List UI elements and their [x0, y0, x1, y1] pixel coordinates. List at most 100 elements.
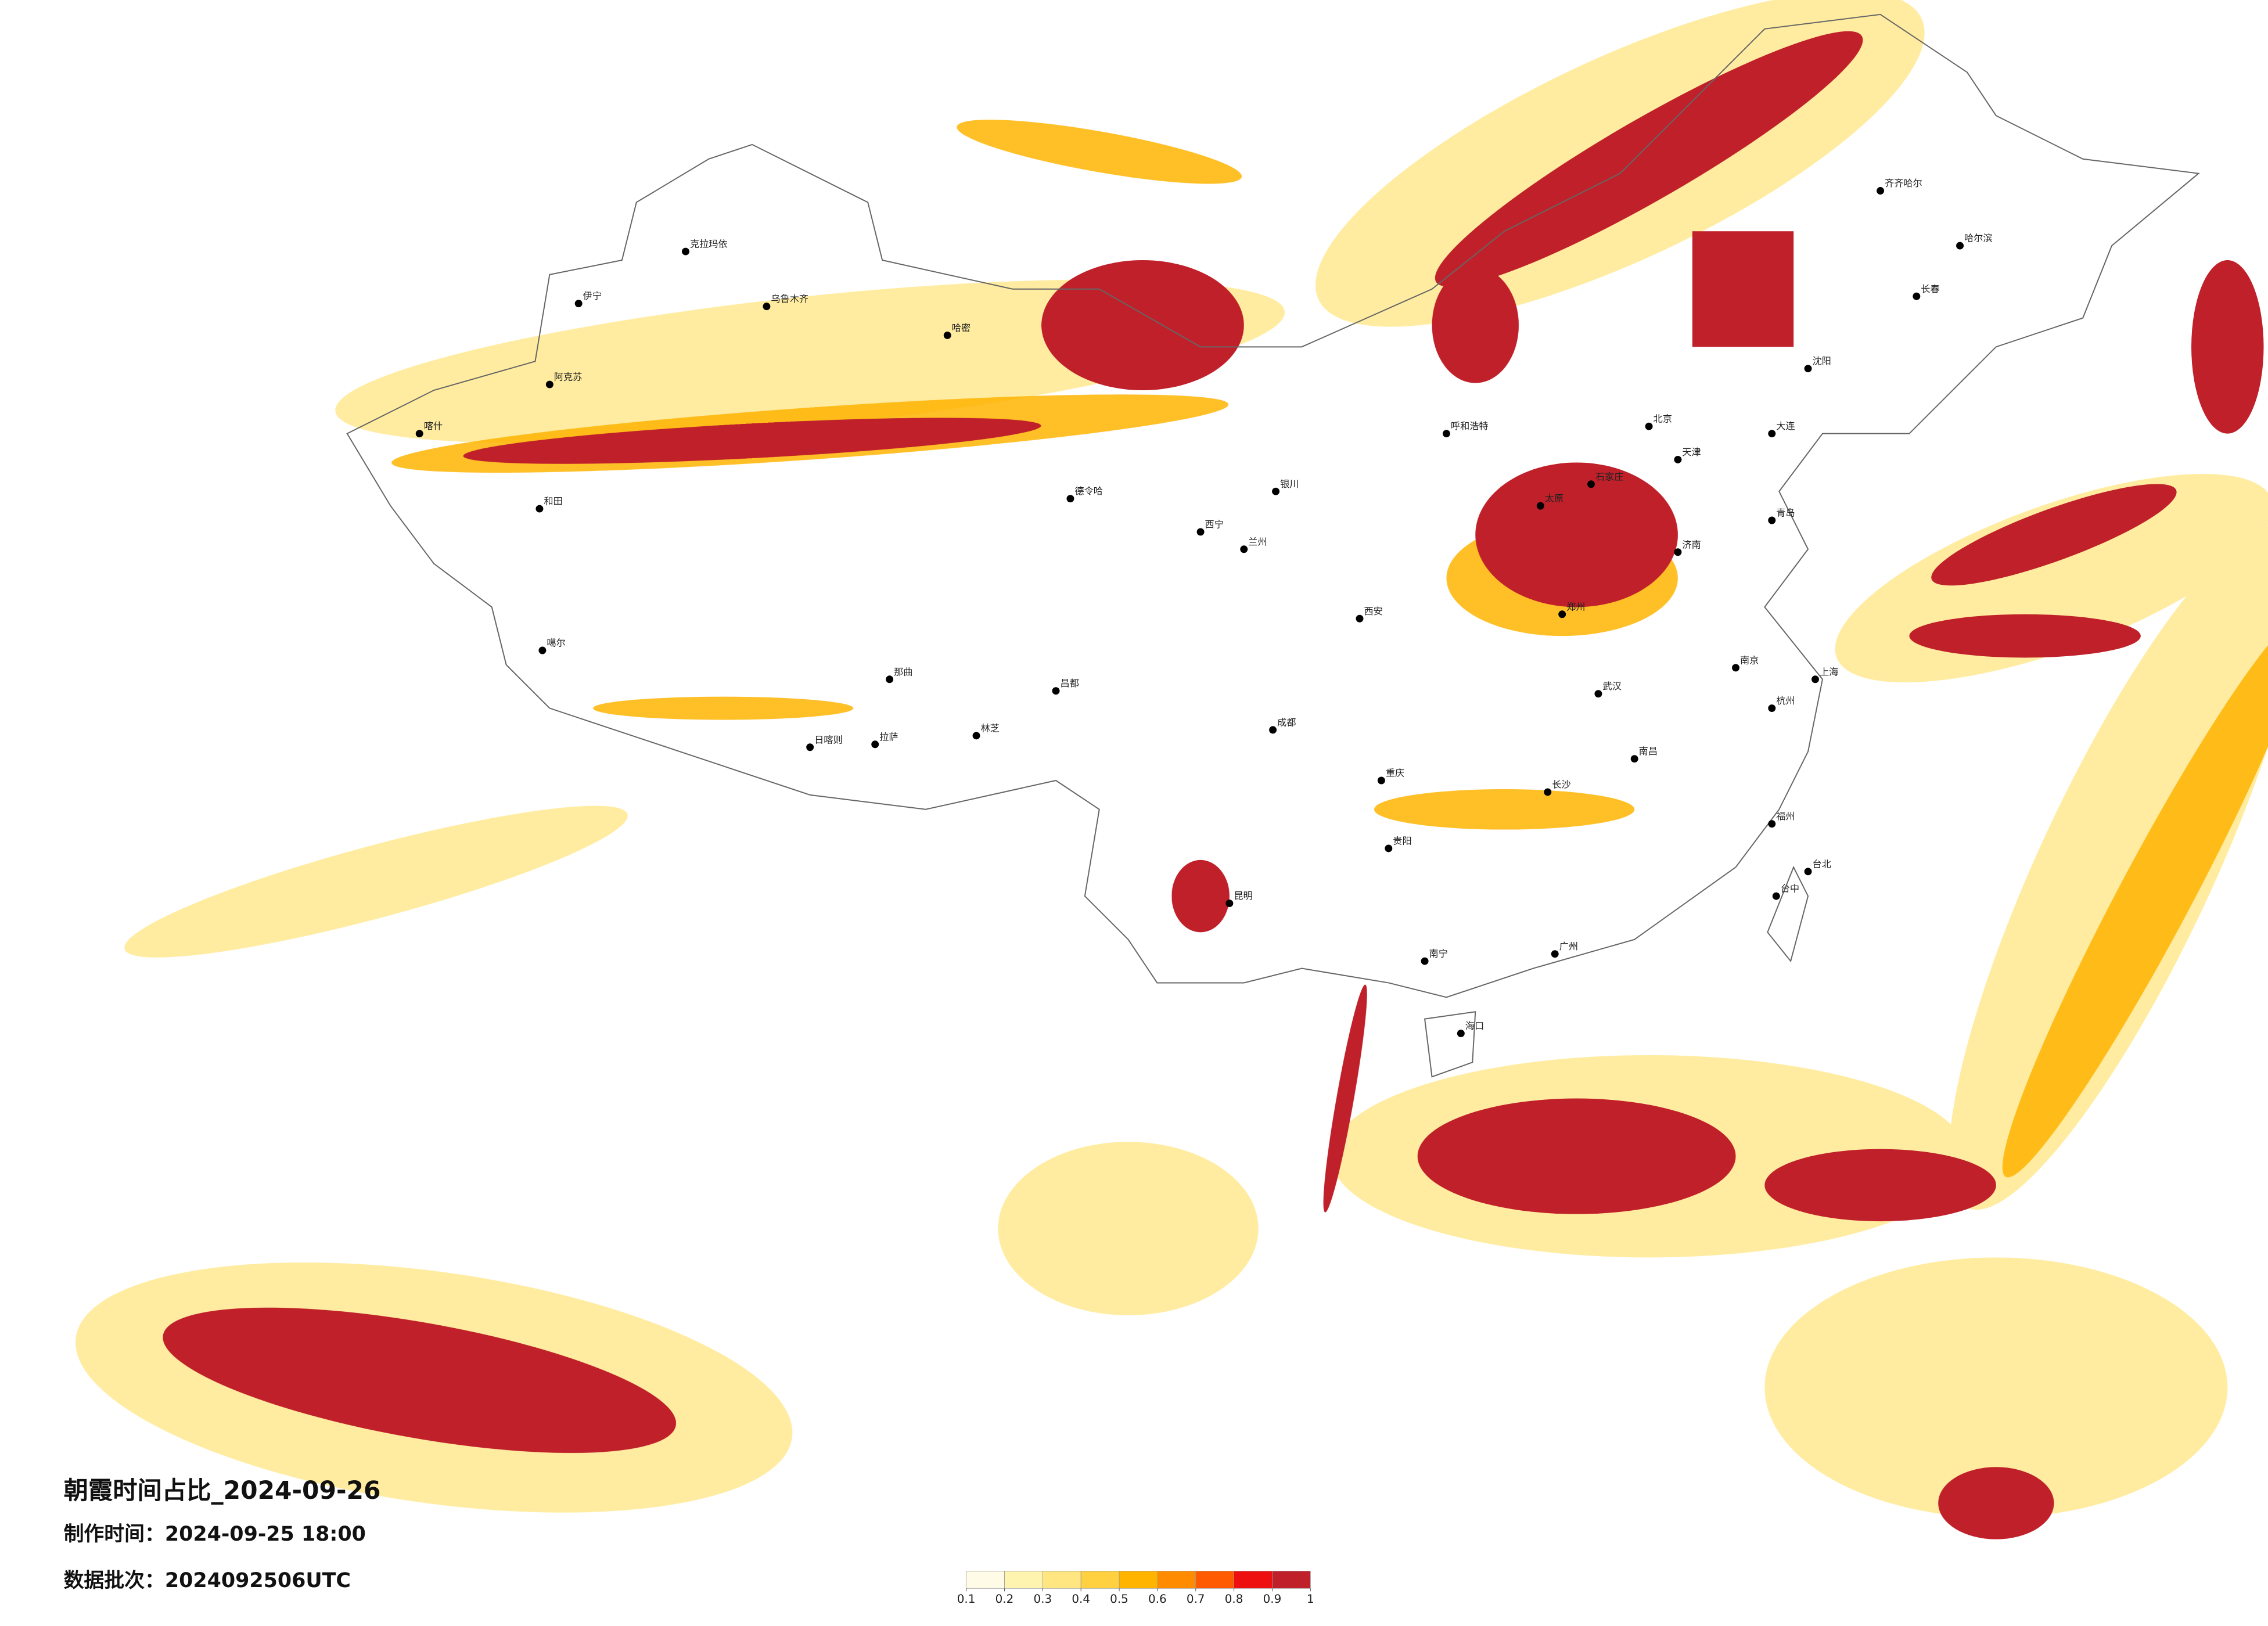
legend-tick-label: 0.3	[1033, 1592, 1052, 1606]
batch: 数据批次：2024092506UTC	[64, 1569, 351, 1592]
city-dot	[1804, 365, 1812, 373]
city-dot	[1196, 528, 1205, 536]
city-label: 台中	[1781, 883, 1799, 894]
city-dot	[943, 331, 951, 339]
legend-swatch	[1119, 1571, 1158, 1589]
city-label: 杭州	[1776, 695, 1795, 706]
city-label: 阿克苏	[554, 372, 583, 383]
city-dot	[1240, 545, 1248, 553]
hainan-outline	[1424, 1011, 1476, 1078]
legend-tick-label: 0.8	[1225, 1592, 1243, 1606]
city-dot	[806, 743, 814, 751]
city-label: 乌鲁木齐	[771, 293, 808, 304]
city-label: 西安	[1364, 606, 1382, 617]
city-dot	[1768, 704, 1776, 713]
city-dot	[1536, 502, 1544, 510]
heat-layer	[75, 0, 2268, 1539]
city-label: 伊宁	[583, 290, 602, 301]
city-dot	[538, 646, 547, 654]
city-label: 哈尔滨	[1964, 233, 1993, 244]
city-label: 福州	[1776, 811, 1795, 822]
city-label: 克拉玛依	[690, 239, 728, 250]
city-dot	[1269, 726, 1277, 734]
legend-swatch	[966, 1571, 1005, 1589]
city-label: 广州	[1559, 941, 1578, 952]
city-dot	[1551, 950, 1559, 958]
legend-swatch	[1195, 1571, 1234, 1589]
city-label: 兰州	[1248, 536, 1267, 547]
city-dot	[1956, 242, 1964, 250]
city-dot	[574, 300, 583, 308]
legend-swatch	[1234, 1571, 1273, 1589]
legend-tick-label: 1	[1307, 1592, 1314, 1606]
city-label: 南昌	[1639, 746, 1658, 757]
city-dot	[1052, 687, 1060, 695]
legend-tick-label: 0.4	[1072, 1592, 1090, 1606]
city-dot	[972, 732, 980, 740]
city-dot	[1772, 892, 1780, 900]
legend-tick-label: 0.6	[1148, 1592, 1167, 1606]
city-dot	[415, 430, 423, 438]
city-label: 天津	[1682, 447, 1701, 458]
legend-swatch	[1004, 1571, 1043, 1589]
city-dot	[1558, 610, 1566, 618]
legend-tick-label: 0.2	[995, 1592, 1014, 1606]
city-dot	[535, 505, 544, 513]
city-label: 噶尔	[547, 638, 565, 649]
legend-tick-label: 0.7	[1187, 1592, 1205, 1606]
city-label: 昌都	[1060, 678, 1079, 689]
city-label: 齐齐哈尔	[1885, 178, 1922, 189]
city-label: 银川	[1280, 479, 1299, 490]
legend-tick-label: 0.1	[957, 1592, 976, 1606]
made-time: 制作时间：2024-09-25 18:00	[64, 1523, 366, 1546]
city-dot	[1457, 1030, 1465, 1038]
city-label: 大连	[1776, 420, 1795, 431]
city-dot	[1732, 664, 1739, 672]
city-label: 那曲	[894, 666, 912, 677]
city-label: 台北	[1813, 858, 1831, 869]
city-dot	[1645, 422, 1653, 430]
legend-swatch	[1042, 1571, 1081, 1589]
city-dot	[871, 740, 879, 749]
city-label: 南宁	[1429, 948, 1448, 959]
city-label: 青岛	[1776, 508, 1795, 519]
taiwan-outline	[1767, 865, 1809, 963]
legend-swatch	[1157, 1571, 1196, 1589]
city-dot	[1594, 690, 1602, 698]
city-label: 济南	[1682, 539, 1701, 550]
city-dot	[1913, 292, 1921, 300]
city-label: 喀什	[424, 420, 443, 431]
city-dot	[1544, 788, 1552, 796]
city-dot	[1804, 868, 1812, 876]
city-dot	[1768, 820, 1776, 828]
city-label: 林芝	[981, 722, 1000, 733]
header: 朝霞时间占比_2024-09-26 制作时间：2024-09-25 18:00 …	[64, 1476, 381, 1592]
city-dot	[1442, 430, 1450, 438]
city-dot	[886, 675, 894, 684]
city-dot	[1272, 487, 1280, 495]
city-dot	[1674, 455, 1682, 463]
city-label: 太原	[1545, 493, 1563, 504]
city-dot	[1356, 614, 1364, 623]
city-dot	[1066, 495, 1074, 503]
city-dot	[1768, 516, 1776, 524]
city-dot	[681, 247, 689, 256]
legend-swatch	[1080, 1571, 1120, 1589]
city-dot	[545, 380, 553, 388]
legend-swatch	[1272, 1571, 1311, 1589]
city-label: 和田	[544, 496, 562, 507]
city-label: 北京	[1654, 413, 1672, 425]
city-label: 重庆	[1386, 768, 1404, 779]
legend-tick-label: 0.5	[1110, 1592, 1128, 1606]
city-label: 拉萨	[879, 731, 898, 742]
city-dot	[1674, 548, 1682, 556]
city-dot	[1385, 844, 1393, 852]
city-label: 石家庄	[1595, 471, 1624, 482]
city-dot	[1768, 430, 1776, 438]
legend: 0.1 0.2 0.3 0.4 0.5 0.6 0.7 0.8 0.9 1	[957, 1571, 1314, 1606]
city-dot	[763, 303, 771, 311]
city-dot	[1225, 900, 1234, 908]
city-label: 南京	[1740, 654, 1759, 665]
